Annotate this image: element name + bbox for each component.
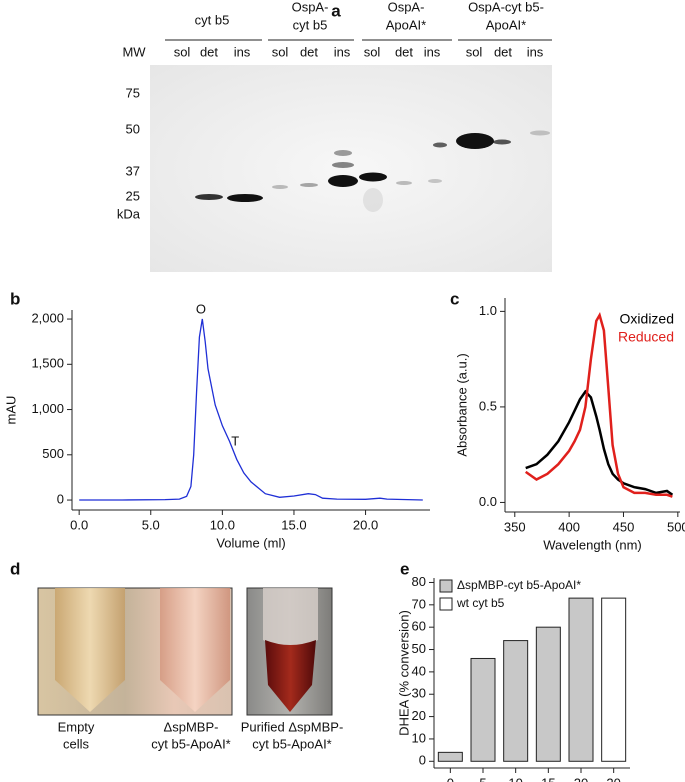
lane-group-label: ApoAI* [386, 17, 426, 32]
bar [470, 657, 496, 762]
lane-label: sol [272, 44, 289, 59]
panel-label: c [450, 289, 459, 308]
x-tick-label: 450 [613, 519, 635, 534]
y-tick-label: 500 [42, 446, 64, 461]
y-tick-label: 0 [419, 753, 426, 768]
blot-image [150, 65, 552, 272]
lane-group-label: OspA- [292, 0, 329, 14]
annotation: T [231, 434, 239, 449]
photo-caption: cells [63, 736, 90, 751]
panel-label: a [331, 1, 341, 20]
line [524, 312, 673, 498]
x-tick-label: 5 [479, 775, 486, 782]
legend-label: Reduced [618, 329, 674, 345]
lane-label: det [200, 44, 218, 59]
panel-label: d [10, 559, 20, 578]
photo-caption: Empty [58, 719, 95, 734]
tube [55, 588, 125, 712]
bar [568, 597, 594, 762]
legend-label: Oxidized [620, 311, 674, 327]
bar [437, 751, 463, 762]
y-tick-label: 40 [412, 663, 426, 678]
photo-caption: cyt b5-ApoAI* [151, 736, 231, 751]
lane-group-label: ApoAI* [486, 17, 526, 32]
blot-panel: cyt b5 OspA- cyt b5 OspA- ApoAI* OspA-cy… [117, 0, 552, 272]
photo-caption: Purified ΔspMBP- [241, 719, 344, 734]
line [79, 318, 423, 501]
y-tick-label: 70 [412, 596, 426, 611]
y-tick-label: 60 [412, 619, 426, 634]
blot-bands [195, 130, 550, 212]
line [525, 389, 674, 496]
lane-group-label: cyt b5 [195, 12, 230, 27]
x-tick-label: 10.0 [210, 517, 235, 532]
lane-label: det [494, 44, 512, 59]
lane-label: ins [424, 44, 441, 59]
x-tick-label: 15 [541, 775, 555, 782]
mw-label: MW [122, 44, 146, 59]
panel-label: e [400, 559, 409, 578]
x-tick-label: 20 [574, 775, 588, 782]
marker-label: 37 [126, 163, 140, 178]
marker-label: 50 [126, 121, 140, 136]
x-tick-label: 20.0 [353, 517, 378, 532]
unit-label: kDa [117, 206, 141, 221]
legend-swatch [439, 597, 453, 611]
bar [535, 626, 561, 762]
lane-label: det [300, 44, 318, 59]
x-axis-label: Wavelength (nm) [543, 537, 642, 552]
lane-label: det [395, 44, 413, 59]
lane-group-label: OspA-cyt b5- [468, 0, 544, 14]
bar [503, 640, 529, 762]
y-tick-label: 20 [412, 708, 426, 723]
x-tick-label: 5.0 [142, 517, 160, 532]
y-tick-label: 2,000 [31, 310, 64, 325]
tube [263, 588, 318, 648]
tube [265, 640, 316, 712]
panel-label: b [10, 289, 20, 308]
bar [601, 597, 627, 762]
annotation: O [196, 301, 206, 316]
legend-label: ΔspMBP-cyt b5-ApoAI* [457, 578, 581, 592]
tube [160, 588, 230, 712]
photo-panel: Empty cells ΔspMBP- cyt b5-ApoAI* Purifi… [37, 587, 344, 751]
legend-label: wt cyt b5 [456, 596, 505, 610]
lane-label: ins [527, 44, 544, 59]
y-axis-label: mAU [3, 396, 18, 425]
x-tick-label: 500 [667, 519, 685, 534]
x-tick-label: 0.0 [70, 517, 88, 532]
y-tick-label: 50 [412, 641, 426, 656]
lane-label: sol [466, 44, 483, 59]
photo-caption: ΔspMBP- [164, 719, 219, 734]
x-tick-label: 0 [447, 775, 454, 782]
marker-label: 75 [126, 85, 140, 100]
lane-label: ins [334, 44, 351, 59]
x-tick-label: 350 [504, 519, 526, 534]
y-tick-label: 80 [412, 574, 426, 589]
lane-label: sol [364, 44, 381, 59]
y-tick-label: 1,500 [31, 356, 64, 371]
y-tick-label: 30 [412, 686, 426, 701]
y-tick-label: 1.0 [479, 303, 497, 318]
lane-group-label: OspA- [388, 0, 425, 14]
y-tick-label: 1,000 [31, 401, 64, 416]
y-tick-label: 0 [57, 491, 64, 506]
lane-group-label: cyt b5 [293, 17, 328, 32]
legend-swatch [439, 579, 453, 593]
lane-label: sol [174, 44, 191, 59]
x-tick-label: 400 [558, 519, 580, 534]
x-tick-label: 20 [606, 775, 620, 782]
marker-label: 25 [126, 188, 140, 203]
y-axis-label: DHEA (% conversion) [396, 610, 411, 736]
y-axis-label: Absorbance (a.u.) [454, 353, 469, 456]
x-tick-label: 10 [508, 775, 522, 782]
lane-label: ins [234, 44, 251, 59]
y-tick-label: 10 [412, 730, 426, 745]
x-axis-label: Volume (ml) [216, 535, 285, 550]
x-tick-label: 15.0 [281, 517, 306, 532]
y-tick-label: 0.5 [479, 398, 497, 413]
photo-caption: cyt b5-ApoAI* [252, 736, 332, 751]
y-tick-label: 0.0 [479, 494, 497, 509]
